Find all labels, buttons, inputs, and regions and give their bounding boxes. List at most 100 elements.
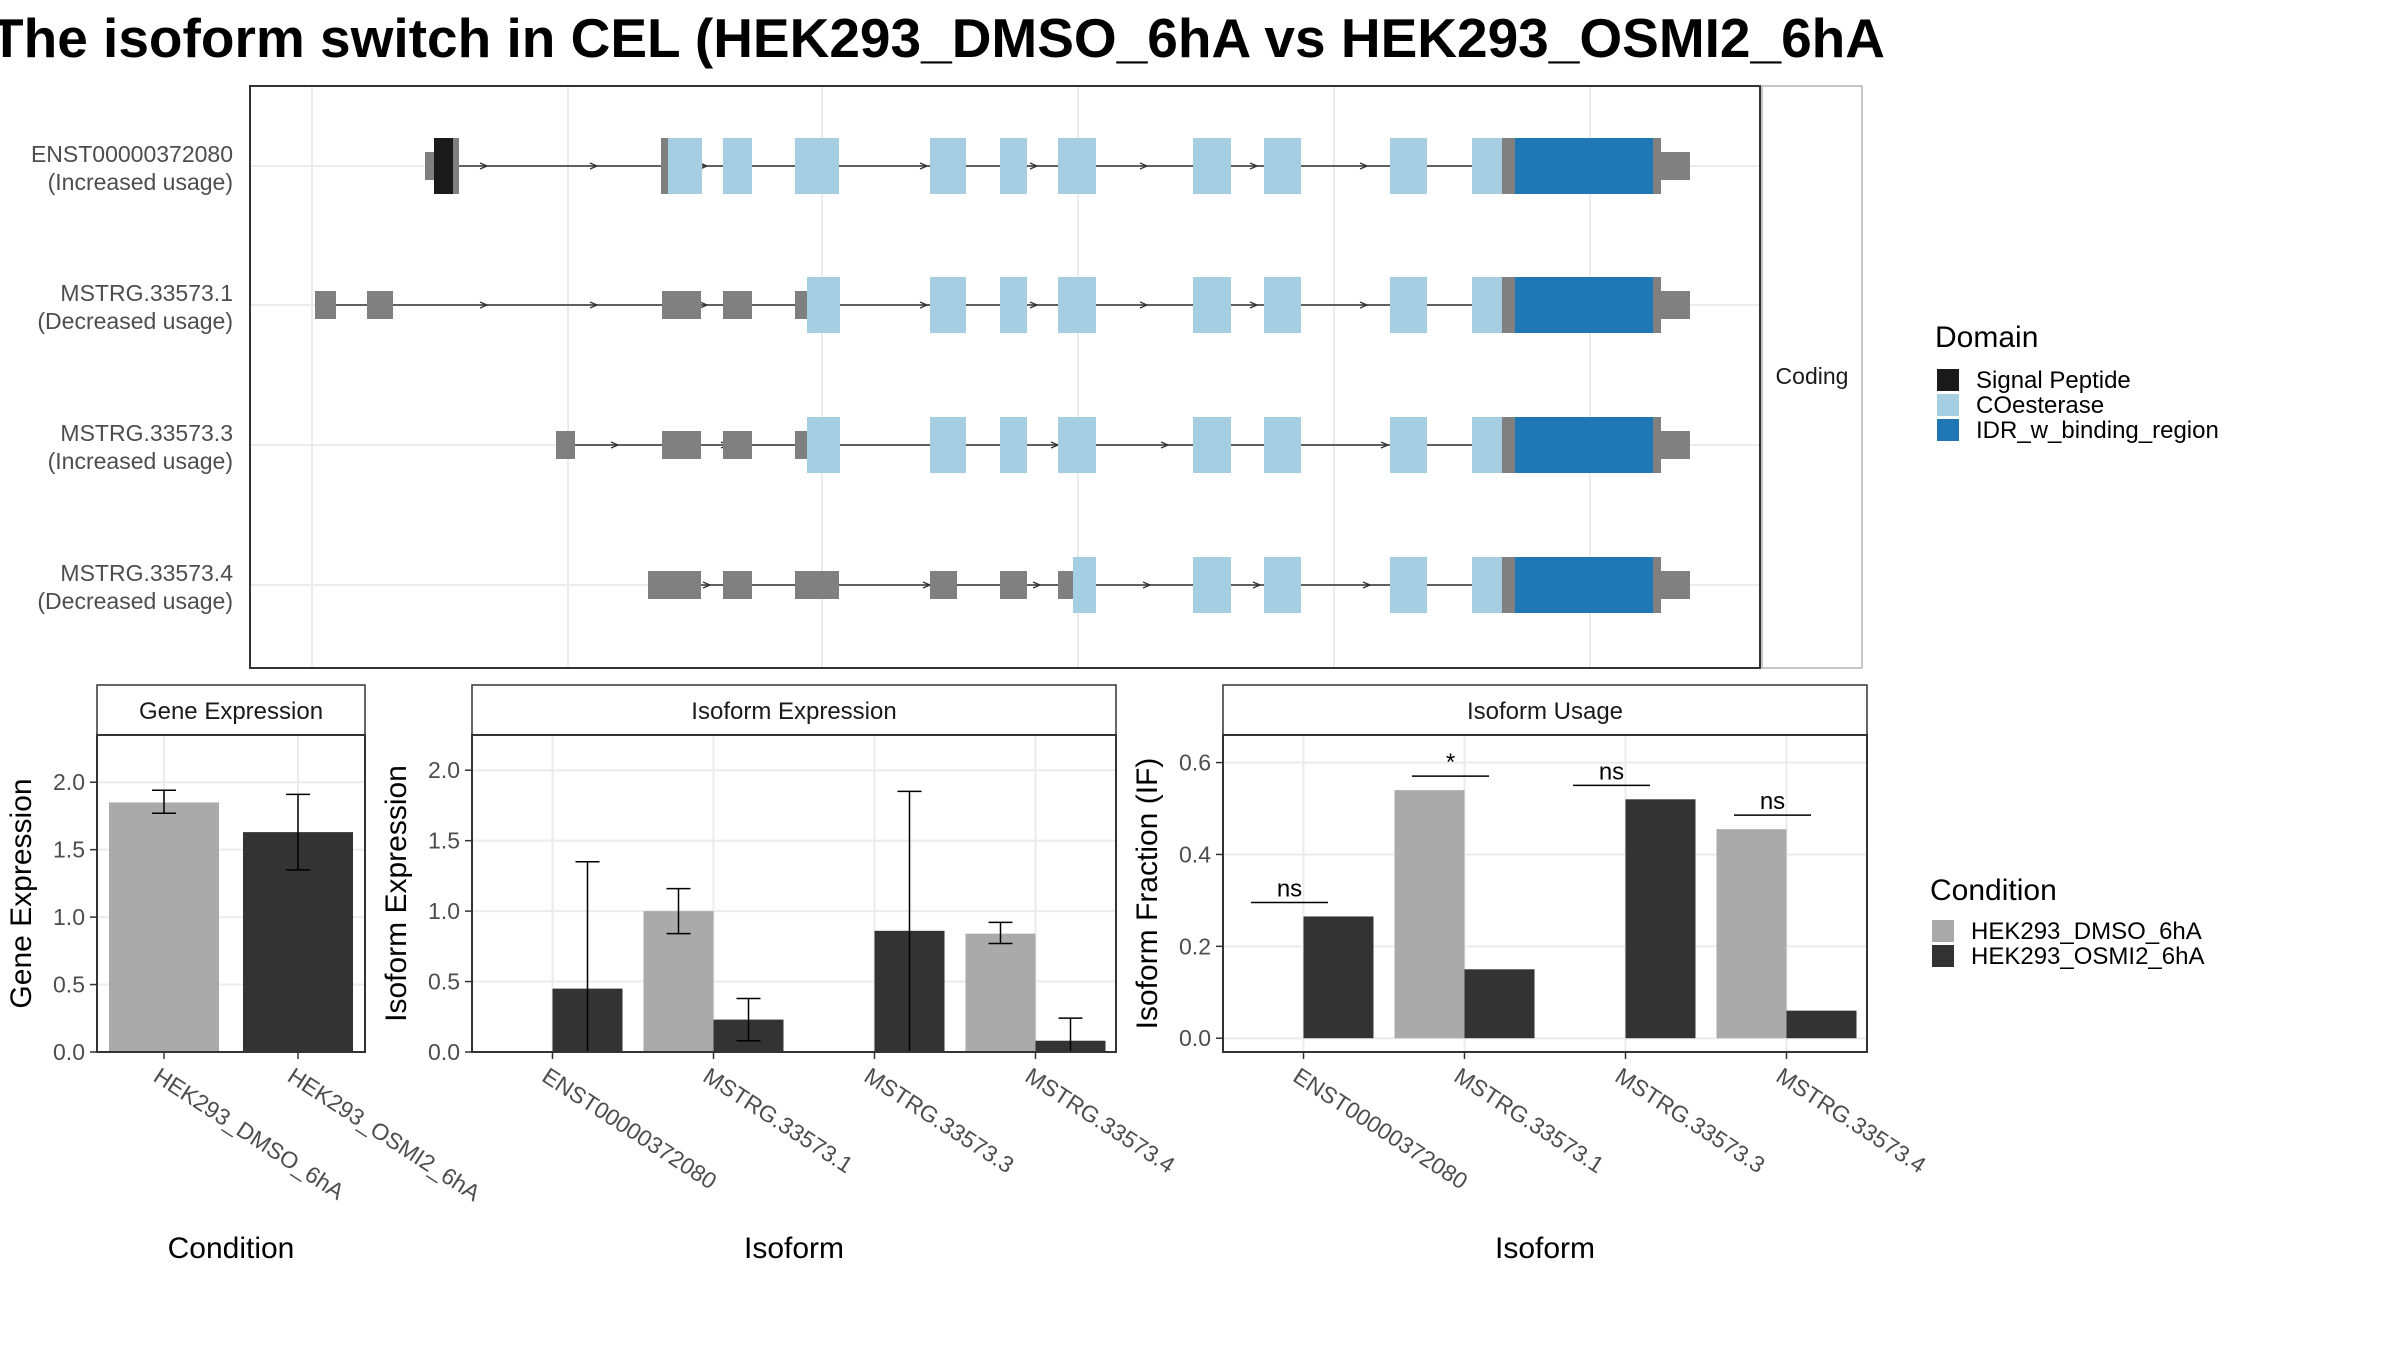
y-tick-label: 0.0	[1179, 1025, 1211, 1051]
noncoding-exon	[1653, 557, 1661, 613]
noncoding-exon	[1660, 431, 1690, 459]
transcript-usage-label: (Increased usage)	[48, 448, 233, 474]
condition-legend-key	[1932, 920, 1954, 942]
domain-exon	[807, 417, 840, 473]
facet-strip-label: Isoform Expression	[691, 698, 896, 725]
x-tick-label: ENST00000372080	[1289, 1062, 1473, 1194]
domain-exon	[1390, 417, 1427, 473]
domain-exon	[1073, 557, 1096, 613]
bar	[643, 911, 714, 1052]
transcript-usage-label: (Decreased usage)	[37, 588, 233, 614]
noncoding-exon	[1502, 277, 1517, 333]
transcript-usage-label: (Decreased usage)	[37, 308, 233, 334]
x-tick-label: MSTRG.33573.1	[699, 1062, 858, 1178]
domain-exon	[1193, 277, 1231, 333]
y-tick-label: 1.5	[53, 837, 85, 863]
noncoding-exon	[930, 571, 957, 599]
plot-border	[1222, 734, 1868, 1053]
domain-exon	[1390, 138, 1427, 194]
domain-exon	[1193, 417, 1231, 473]
direction-arrow	[610, 441, 620, 449]
direction-arrow	[1029, 162, 1039, 170]
x-axis-title: Condition	[168, 1232, 295, 1265]
noncoding-exon	[1660, 152, 1690, 180]
direction-arrow	[1029, 301, 1039, 309]
transcript-label: ENST00000372080	[31, 141, 233, 167]
direction-arrow	[699, 162, 709, 170]
y-tick-label: 1.0	[428, 898, 460, 924]
domain-legend-title: Domain	[1935, 321, 2038, 354]
transcript-row-MSTRG.33573.4: MSTRG.33573.4(Decreased usage)	[37, 557, 1690, 614]
x-tick-label: MSTRG.33573.4	[1021, 1062, 1180, 1178]
domain-exon	[1058, 138, 1096, 194]
domain-exon	[1472, 557, 1504, 613]
noncoding-exon	[795, 571, 839, 599]
domain-exon	[1264, 138, 1301, 194]
noncoding-exon	[661, 138, 669, 194]
direction-arrow	[1252, 581, 1262, 589]
direction-arrow	[589, 301, 599, 309]
domain-exon	[723, 138, 752, 194]
domain-exon	[1000, 417, 1027, 473]
x-tick-label: MSTRG.33573.1	[1450, 1062, 1609, 1178]
domain-legend-label: COesterase	[1976, 392, 2104, 419]
condition-legend-label: HEK293_OSMI2_6hA	[1971, 943, 2204, 970]
significance-label: *	[1446, 749, 1455, 776]
y-tick-label: 0.5	[428, 969, 460, 995]
domain-exon	[795, 138, 839, 194]
isoform-expression-panel: Isoform Expression 0.0 0.5 1.0 1.5 2.0 ENST000…	[380, 684, 1180, 1265]
domain-exon	[1390, 277, 1427, 333]
y-tick-label: 1.5	[428, 828, 460, 854]
domain-legend-label: Signal Peptide	[1976, 367, 2131, 394]
noncoding-exon	[1653, 417, 1661, 473]
domain-legend-label: IDR_w_binding_region	[1976, 417, 2219, 444]
x-tick-label: MSTRG.33573.4	[1772, 1062, 1931, 1178]
noncoding-exon	[1058, 571, 1074, 599]
noncoding-exon	[662, 291, 701, 319]
transcript-row-ENST00000372080: ENST00000372080(Increased usage)	[31, 138, 1690, 195]
bar	[1625, 799, 1696, 1039]
noncoding-exon	[1502, 557, 1517, 613]
facet-strip-label: Coding	[1776, 363, 1849, 389]
domain-exon	[807, 277, 840, 333]
direction-arrow	[479, 162, 489, 170]
y-tick-label: 0.4	[1179, 841, 1211, 867]
domain-exon	[1472, 138, 1504, 194]
bar	[109, 802, 219, 1052]
facet-strip	[1761, 85, 1863, 669]
domain-exon	[930, 417, 966, 473]
domain-exon	[1264, 417, 1301, 473]
x-tick-label: ENST00000372080	[538, 1062, 722, 1194]
noncoding-exon	[795, 291, 808, 319]
noncoding-exon	[1502, 417, 1517, 473]
domain-exon	[1193, 138, 1231, 194]
facet-strip	[96, 684, 366, 736]
direction-arrow	[1139, 301, 1149, 309]
y-tick-label: 2.0	[428, 757, 460, 783]
significance-label: ns	[1599, 758, 1624, 785]
domain-exon	[1000, 138, 1027, 194]
y-tick-label: 0.0	[428, 1039, 460, 1065]
domain-exon	[930, 277, 966, 333]
y-tick-label: 1.0	[53, 904, 85, 930]
direction-arrow	[1160, 441, 1170, 449]
direction-arrow	[1139, 162, 1149, 170]
plot-border	[96, 734, 366, 1053]
direction-arrow	[919, 301, 929, 309]
noncoding-exon	[315, 291, 336, 319]
domain-exon	[1193, 557, 1231, 613]
facet-strip-label: Isoform Usage	[1467, 698, 1623, 725]
domain-exon	[1472, 417, 1504, 473]
y-tick-label: 0.2	[1179, 933, 1211, 959]
direction-arrow	[1362, 581, 1372, 589]
y-axis-title: Gene Expression	[5, 778, 38, 1008]
direction-arrow	[1032, 581, 1042, 589]
domain-exon	[1058, 417, 1096, 473]
facet-strip	[1222, 684, 1868, 736]
direction-arrow	[1142, 581, 1152, 589]
noncoding-exon	[648, 571, 701, 599]
noncoding-exon	[723, 431, 752, 459]
transcript-label: MSTRG.33573.4	[60, 560, 233, 586]
transcript-row-MSTRG.33573.1: MSTRG.33573.1(Decreased usage)	[37, 277, 1690, 334]
domain-exon	[930, 138, 966, 194]
